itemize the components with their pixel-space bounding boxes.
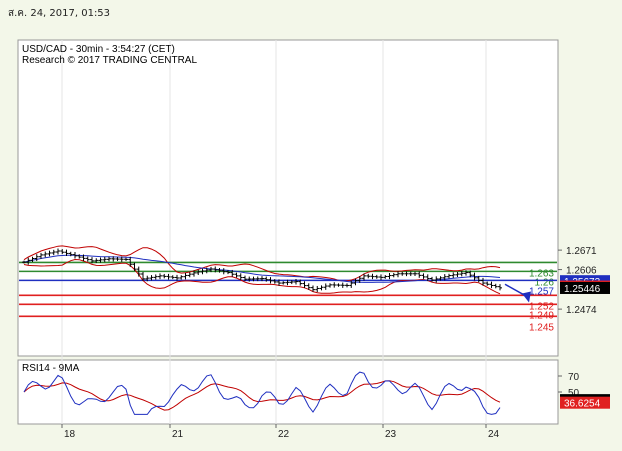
y-tick-label: 1.2671 xyxy=(566,246,597,257)
price-tag-label: 1.25446 xyxy=(564,284,601,295)
level-label: 1.26 xyxy=(535,277,555,288)
x-tick-label: 24 xyxy=(488,429,500,440)
rsi-plot-area xyxy=(17,359,559,425)
level-label: 1.245 xyxy=(529,322,554,333)
level-label: 1.257 xyxy=(529,286,554,297)
rsi-tick-label: 50 xyxy=(568,388,580,399)
rsi-label: RSI14 - 9MA xyxy=(22,363,80,374)
main-plot-area xyxy=(17,39,559,357)
y-tick-label: 1.2474 xyxy=(566,305,597,316)
rsi-tag-label: 36.6254 xyxy=(564,399,601,410)
chart-title: USD/CAD - 30min - 3:54:27 (CET) xyxy=(22,44,175,55)
moving-average xyxy=(23,254,501,283)
timestamp: ส.ค. 24, 2017, 01:53 xyxy=(8,8,111,19)
chart-subtitle: Research © 2017 TRADING CENTRAL xyxy=(22,55,197,66)
x-tick-label: 22 xyxy=(278,429,290,440)
level-label: 1.252 xyxy=(529,301,554,312)
x-tick-label: 23 xyxy=(385,429,397,440)
forecast-arrow-head xyxy=(522,291,531,303)
rsi-tick-label: 70 xyxy=(568,372,580,383)
bollinger-upper xyxy=(23,245,501,282)
y-tick-label: 1.2606 xyxy=(566,266,597,277)
bollinger-lower xyxy=(23,258,501,295)
rsi-line xyxy=(23,371,501,415)
price-tag-box xyxy=(560,281,610,294)
x-tick-label: 18 xyxy=(64,429,76,440)
x-tick-label: 21 xyxy=(172,429,184,440)
rsi-ma-line xyxy=(23,380,501,411)
level-label: 1.263 xyxy=(529,268,554,279)
rsi-tag-box xyxy=(560,396,610,409)
